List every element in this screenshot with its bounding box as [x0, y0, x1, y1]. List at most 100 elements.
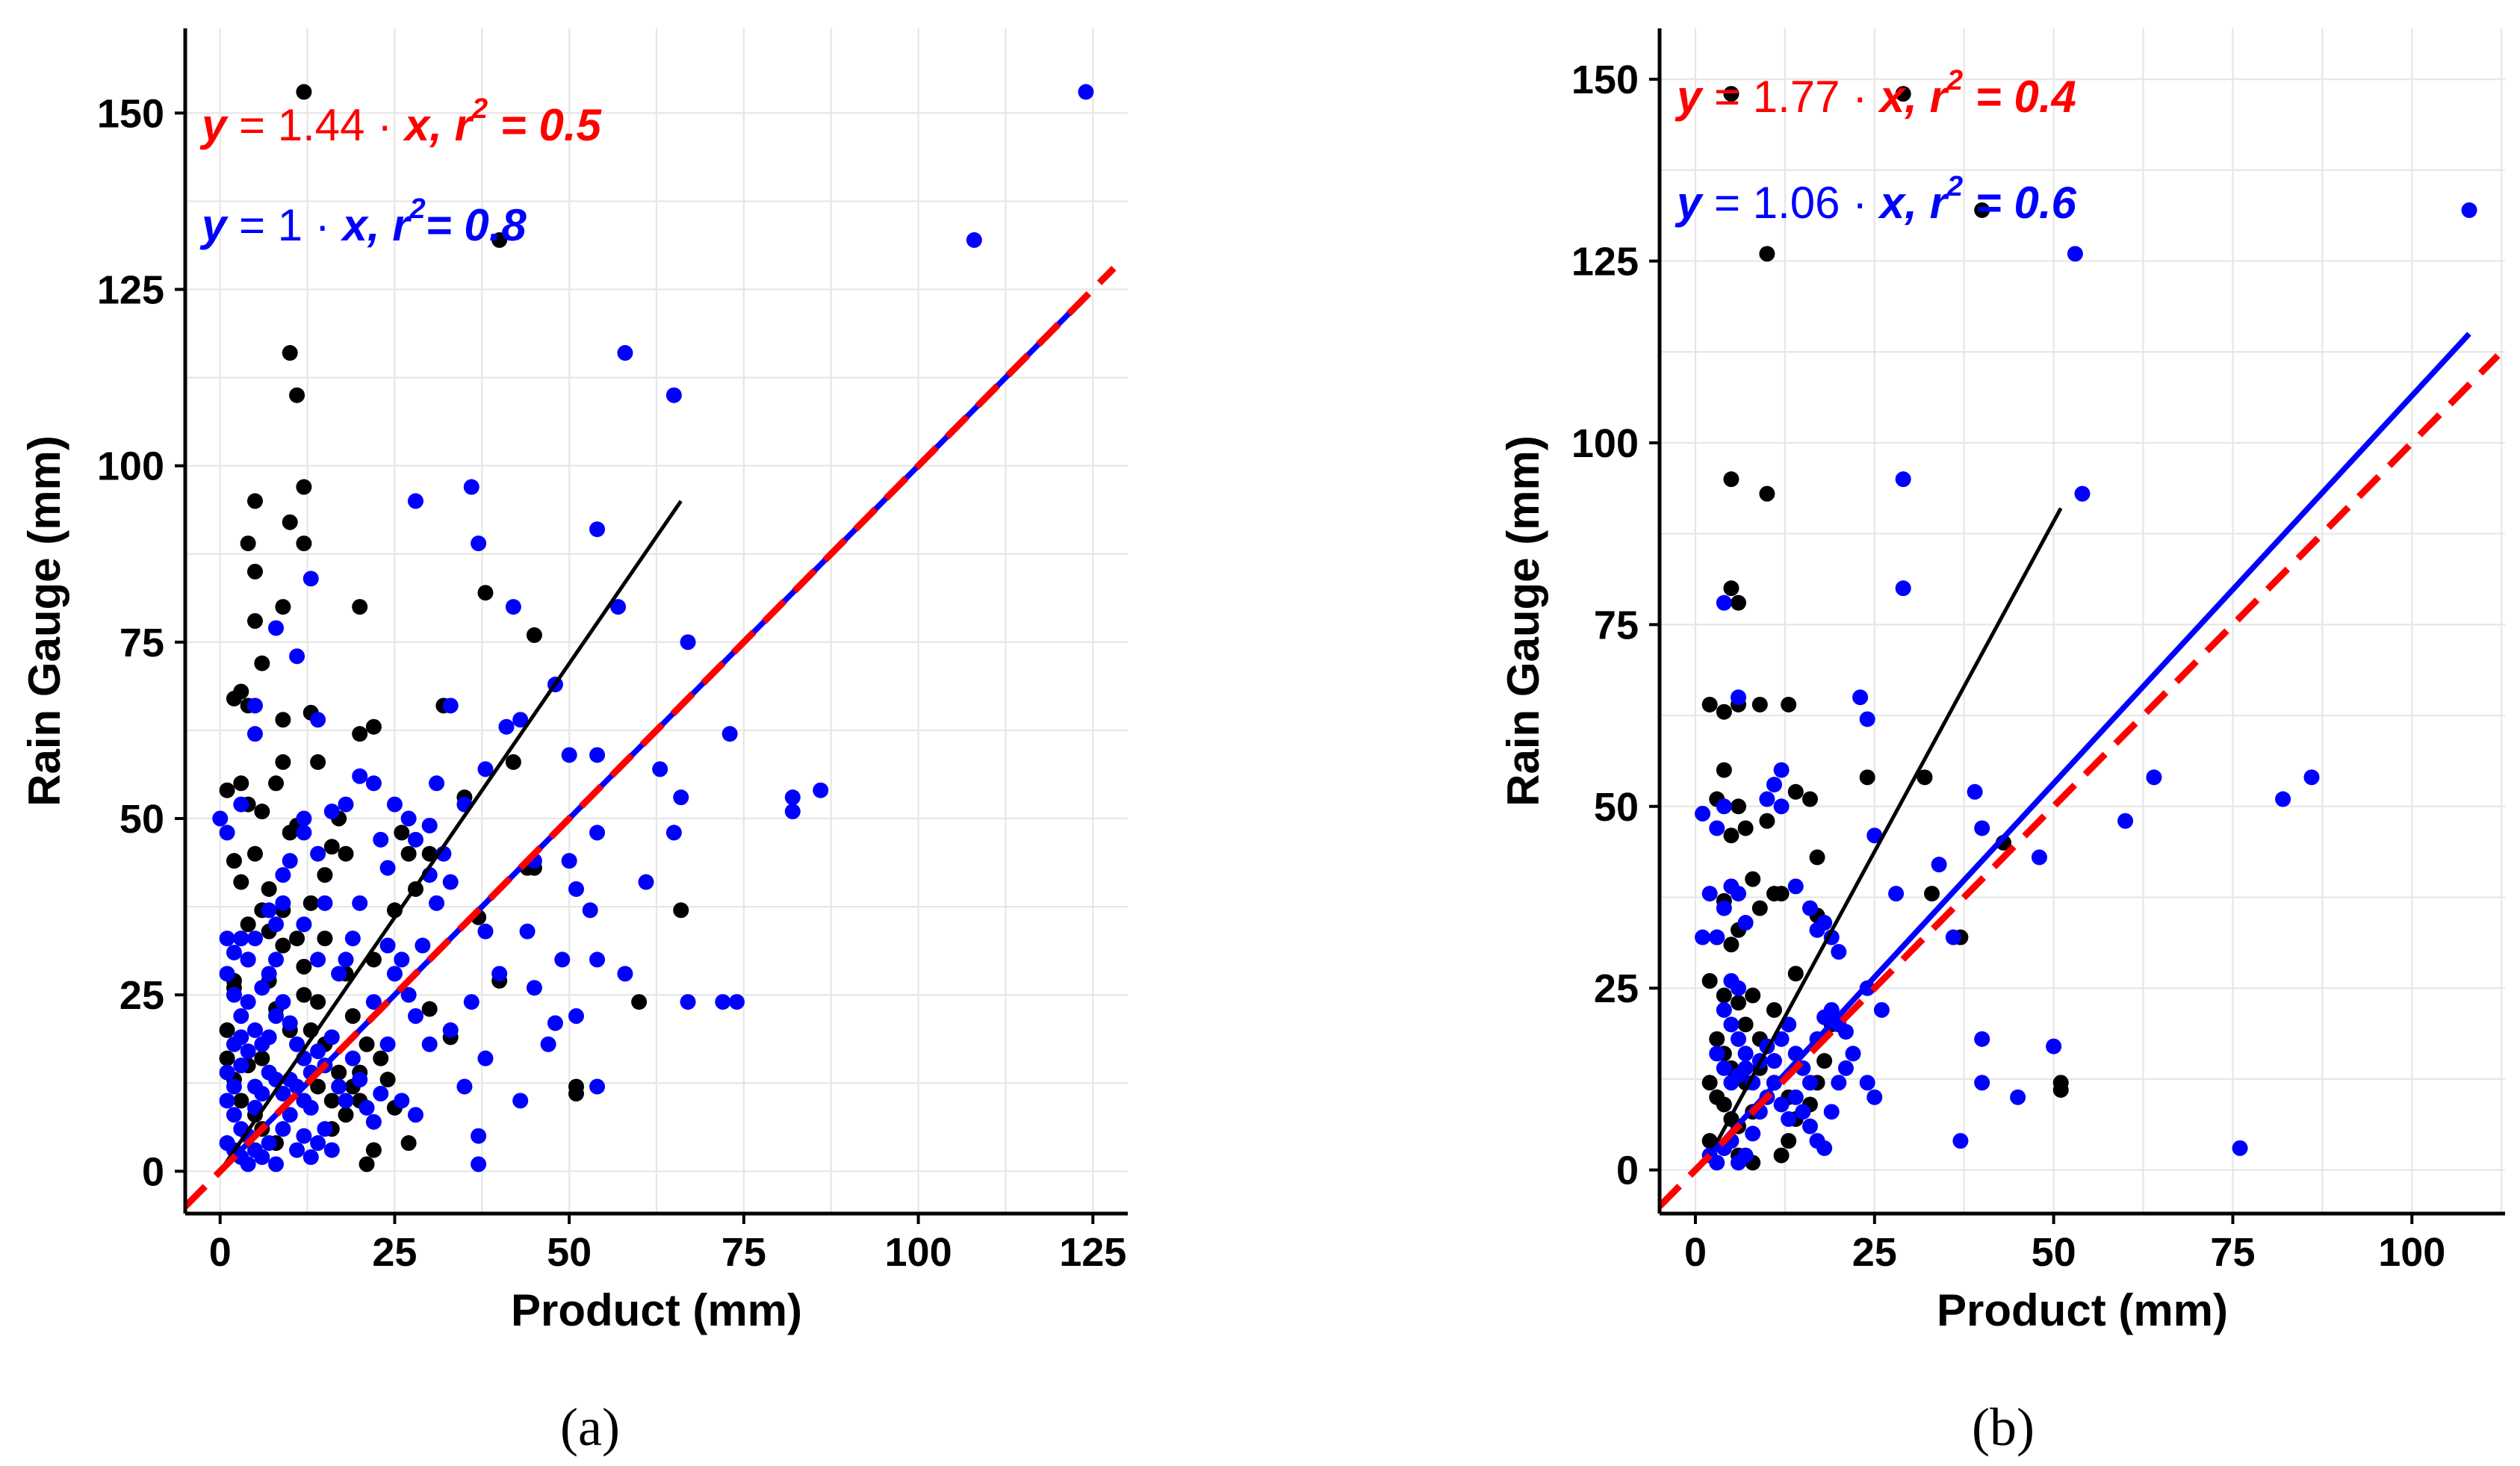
pa-black-point [246, 613, 263, 629]
pa-blue-point [359, 1099, 375, 1116]
pa-blue-point [275, 1121, 291, 1137]
pa-blue-point [561, 853, 577, 869]
pa-y-tick-label: 75 [120, 621, 164, 665]
pa-blue-point [379, 1036, 396, 1052]
pa-blue-point [254, 1149, 270, 1165]
pa-blue-point [665, 387, 682, 403]
pa-blue-point [246, 931, 263, 947]
pa-blue-point [338, 951, 354, 968]
pa-black-point [323, 839, 340, 855]
pb-black-point [1751, 900, 1768, 916]
pa-blue-point [310, 1135, 326, 1152]
pa-blue-point [491, 966, 508, 982]
pa-blue-point [400, 810, 417, 827]
panel-label-a: (a) [560, 1397, 620, 1457]
pa-y-tick-label: 150 [97, 91, 164, 136]
pa-blue-point [589, 747, 606, 763]
pa-black-point [421, 1001, 438, 1017]
pa-blue-point [456, 1078, 473, 1095]
pa-blue-point [226, 987, 242, 1003]
pa-blue-point [310, 712, 326, 728]
pb-blue-point [1737, 1060, 1754, 1076]
pa-blue-point [429, 895, 445, 911]
pa-black-point [246, 563, 263, 580]
pb-blue-point [1737, 1147, 1754, 1164]
pb-blue-point [1974, 820, 1990, 836]
pa-blue-point [526, 980, 542, 996]
pa-black-point [219, 782, 235, 798]
pa-blue-point [665, 824, 682, 841]
pa-black-point [219, 1022, 235, 1038]
pa-blue-point [966, 232, 982, 248]
pa-blue-point [379, 937, 396, 954]
pa-blue-point [310, 1043, 326, 1060]
pa-black-point [352, 599, 368, 615]
pa-blue-point [268, 1008, 285, 1024]
pb-x-tick-label: 50 [2032, 1230, 2076, 1275]
pb-blue-point [1781, 1111, 1797, 1127]
pb-blue-equation: y = 1.06 · x, r2 = 0.6 [1675, 171, 2077, 228]
pa-black-point [275, 712, 291, 728]
pb-blue-point [2067, 246, 2083, 262]
pa-black-point [317, 867, 333, 883]
pb-blue-point [1866, 1089, 1883, 1105]
pa-blue-point [317, 1121, 333, 1137]
pa-eq-part-sup: 2 [409, 193, 426, 225]
pa-black-point [296, 479, 312, 495]
pb-black-point [1701, 696, 1718, 712]
pb-red-equation: y = 1.77 · x, r2 = 0.4 [1675, 65, 2076, 122]
pb-blue-point [1974, 1075, 1990, 1091]
pa-blue-point [296, 916, 312, 933]
pa-blue-point [415, 937, 431, 954]
pb-black-point [1737, 820, 1754, 836]
pb-eq-part-r2: = 0.4 [1963, 72, 2076, 122]
pa-eq-part-y: y [199, 200, 229, 250]
pa-blue-point [275, 867, 291, 883]
pa-blue-point [317, 895, 333, 911]
pa-black-point [296, 535, 312, 552]
pb-blue-fit-line [1707, 332, 2471, 1158]
pb-blue-point [1967, 783, 1983, 800]
pa-blue-point [589, 824, 606, 841]
pa-blue-point [784, 789, 801, 806]
pb-identity-line [1660, 352, 2501, 1209]
pb-black-point [1787, 783, 1804, 800]
pb-black-point [1809, 849, 1825, 866]
pa-black-point [226, 690, 242, 706]
pb-blue-point [1852, 689, 1869, 706]
pb-blue-point [2031, 849, 2047, 866]
pa-blue-point [813, 782, 829, 798]
pb-eq-part-comma: , [1904, 178, 1929, 228]
pb-blue-point [1731, 886, 1747, 902]
pb-eq-part-coef: 1.06 [1753, 178, 1840, 228]
pb-y-tick-label: 0 [1616, 1149, 1639, 1193]
pa-blue-point [296, 1128, 312, 1144]
pb-blue-point [1873, 1001, 1890, 1018]
pa-blue-point [784, 804, 801, 820]
pa-blue-point [386, 796, 403, 813]
pb-blue-point [1801, 1075, 1818, 1091]
pa-blue-point [323, 1029, 340, 1046]
pa-blue-point [282, 1107, 298, 1123]
pa-blue-point [721, 726, 738, 742]
pb-blue-point [1795, 1104, 1811, 1120]
pa-black-point [344, 1008, 361, 1024]
pb-black-point [1787, 966, 1804, 982]
pb-blue-point [1787, 878, 1804, 895]
pa-blue-point [219, 966, 235, 982]
pa-blue-point [338, 796, 354, 813]
pa-black-point [359, 1036, 375, 1052]
pa-black-point [289, 387, 305, 403]
pa-blue-point [233, 1057, 249, 1074]
pb-black-point [1723, 471, 1740, 488]
pa-black-point [282, 345, 298, 361]
pb-blue-point [1716, 798, 1732, 815]
pb-blue-point [1701, 886, 1718, 902]
pb-black-point [1751, 696, 1768, 712]
pa-blue-point [310, 951, 326, 968]
pb-y-tick-label: 75 [1594, 603, 1639, 647]
pa-blue-point [540, 1036, 556, 1052]
pb-x-axis-title: Product (mm) [1937, 1285, 2228, 1335]
pa-black-point [631, 994, 648, 1010]
pb-eq-part-sup: 2 [1946, 65, 1963, 96]
